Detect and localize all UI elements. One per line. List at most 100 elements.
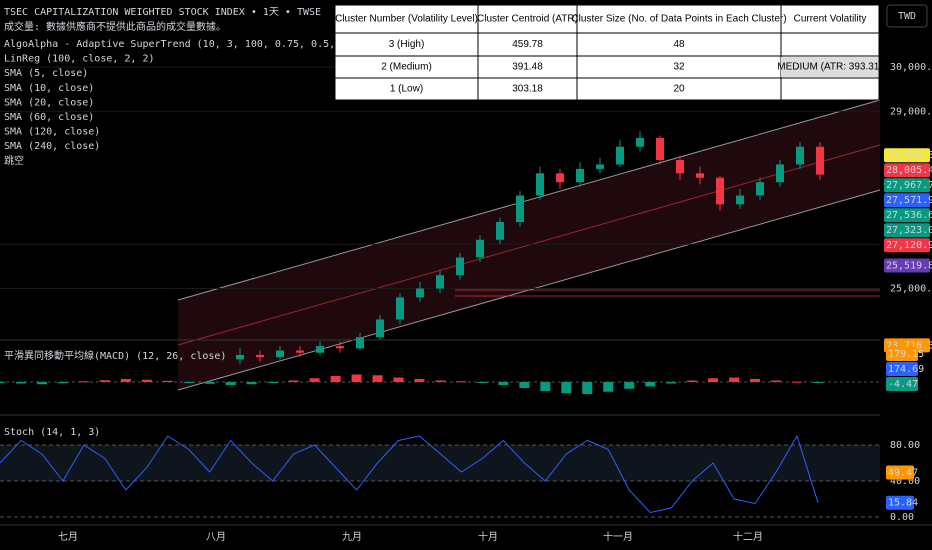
stoch-tick-label: 0.00 — [890, 512, 914, 523]
table-cell: 20 — [673, 84, 685, 95]
candle-body — [556, 173, 564, 183]
candle-body — [716, 177, 724, 205]
currency[interactable]: TWD — [898, 11, 916, 22]
macd-bar — [141, 379, 152, 382]
channel-mid — [177, 144, 881, 346]
currency-button[interactable] — [886, 4, 928, 28]
table-cell: 391.48 — [512, 62, 543, 73]
candle-body — [336, 346, 344, 349]
month-label: 十月 — [478, 530, 498, 543]
month-label: 八月 — [206, 531, 226, 543]
candle-body — [816, 146, 824, 175]
candle-body — [616, 146, 624, 165]
price-badge-label: 28,008.31 — [886, 150, 932, 161]
macd-bar — [351, 374, 362, 382]
candle-body — [496, 222, 504, 240]
candle-body — [436, 275, 444, 289]
stoch-badge — [886, 465, 914, 480]
table-cell: 48 — [673, 39, 685, 50]
price-badge-label: 23,716.34 — [886, 340, 932, 351]
candle-body — [676, 160, 684, 174]
table-cell: 303.18 — [512, 84, 543, 95]
macd-badge-label: 179.15 — [888, 349, 924, 360]
month-label: 九月 — [342, 531, 362, 543]
candle-body — [316, 346, 324, 353]
macd-bar — [0, 382, 5, 383]
price-badge — [884, 178, 930, 193]
macd-bar — [120, 379, 131, 382]
macd-bar — [246, 382, 257, 385]
price-badge — [884, 163, 930, 178]
macd-bar — [78, 381, 89, 383]
macd-bar — [582, 382, 593, 394]
table-cell: 1 (Low) — [390, 84, 423, 95]
macd-bar — [813, 382, 823, 383]
current-volatility: MEDIUM (ATR: 393.31) — [777, 62, 882, 73]
indicator-label: SMA (20, close) — [4, 97, 94, 108]
macd-bar — [435, 380, 446, 382]
macd-bar — [288, 380, 299, 382]
macd-bar — [330, 376, 341, 382]
stoch-tick-label: 40.00 — [890, 476, 920, 487]
candle-body — [736, 195, 744, 205]
stoch-badge — [886, 495, 914, 510]
macd-bar — [267, 382, 278, 383]
macd-bar — [519, 382, 530, 388]
macd-bar — [414, 379, 425, 382]
macd-bar — [15, 382, 26, 384]
macd-bar — [183, 382, 194, 383]
indicator-label: SMA (60, close) — [4, 112, 94, 123]
macd-bar — [498, 382, 509, 385]
price-tick-label: 29,000.00 — [890, 106, 932, 117]
macd-bar — [36, 382, 47, 385]
volume-note: 成交量: 數據供應商不提供此商品的成交量數據。 — [4, 20, 226, 33]
candle-body — [476, 239, 484, 258]
month-label: 十一月 — [603, 530, 633, 543]
candle-body — [536, 173, 544, 196]
indicator-label: SMA (240, close) — [4, 141, 100, 152]
stoch-badge-label: 15.84 — [888, 498, 918, 509]
price-badge-label: 28,005.42 — [886, 165, 932, 176]
macd-bar — [561, 382, 572, 394]
candle-body — [656, 137, 664, 161]
candle-body — [516, 195, 524, 223]
price-badge-label: 27,571.92 — [886, 195, 932, 206]
price-badge — [884, 258, 930, 273]
candle-body — [356, 337, 364, 349]
macd-bar — [99, 380, 110, 382]
price-badge — [884, 208, 930, 223]
indicator-label: 跳空 — [4, 154, 24, 167]
macd-bar — [309, 378, 320, 382]
macd-bar — [792, 381, 803, 383]
price-badge-label: 27,323.06 — [886, 225, 932, 236]
macd-badge — [886, 347, 918, 361]
month-label: 十二月 — [733, 530, 763, 543]
table-header: Current Volatility — [794, 14, 867, 25]
price-badge-label: 27,967.76 — [886, 180, 932, 191]
candle-body — [276, 350, 284, 358]
macd-badge — [886, 362, 918, 376]
candle-body — [416, 288, 424, 298]
macd-bar — [750, 379, 761, 382]
month-label: 七月 — [58, 531, 78, 543]
price-badge — [884, 193, 930, 208]
indicator-label: AlgoAlpha - Adaptive SuperTrend (10, 3, … — [4, 39, 419, 50]
candle-body — [376, 319, 384, 338]
stoch-tick-label: 80.00 — [890, 440, 920, 451]
macd-bar — [645, 382, 656, 387]
price-badge — [884, 238, 930, 253]
macd-bar — [225, 382, 236, 385]
volatility-cell — [781, 57, 878, 77]
macd-bar — [393, 377, 404, 382]
candle-body — [256, 354, 264, 358]
table-header: Cluster Centroid (ATR) — [477, 14, 578, 25]
macd-bar — [540, 382, 551, 391]
price-tick-label: 25,000.00 — [890, 284, 932, 295]
macd-bar — [708, 378, 719, 382]
candle-body — [456, 257, 464, 276]
price-badge-label: 25,519.81 — [886, 260, 932, 271]
macd-badge-label: 174.69 — [888, 364, 924, 375]
candle-body — [796, 146, 804, 165]
candle-body — [696, 173, 704, 178]
